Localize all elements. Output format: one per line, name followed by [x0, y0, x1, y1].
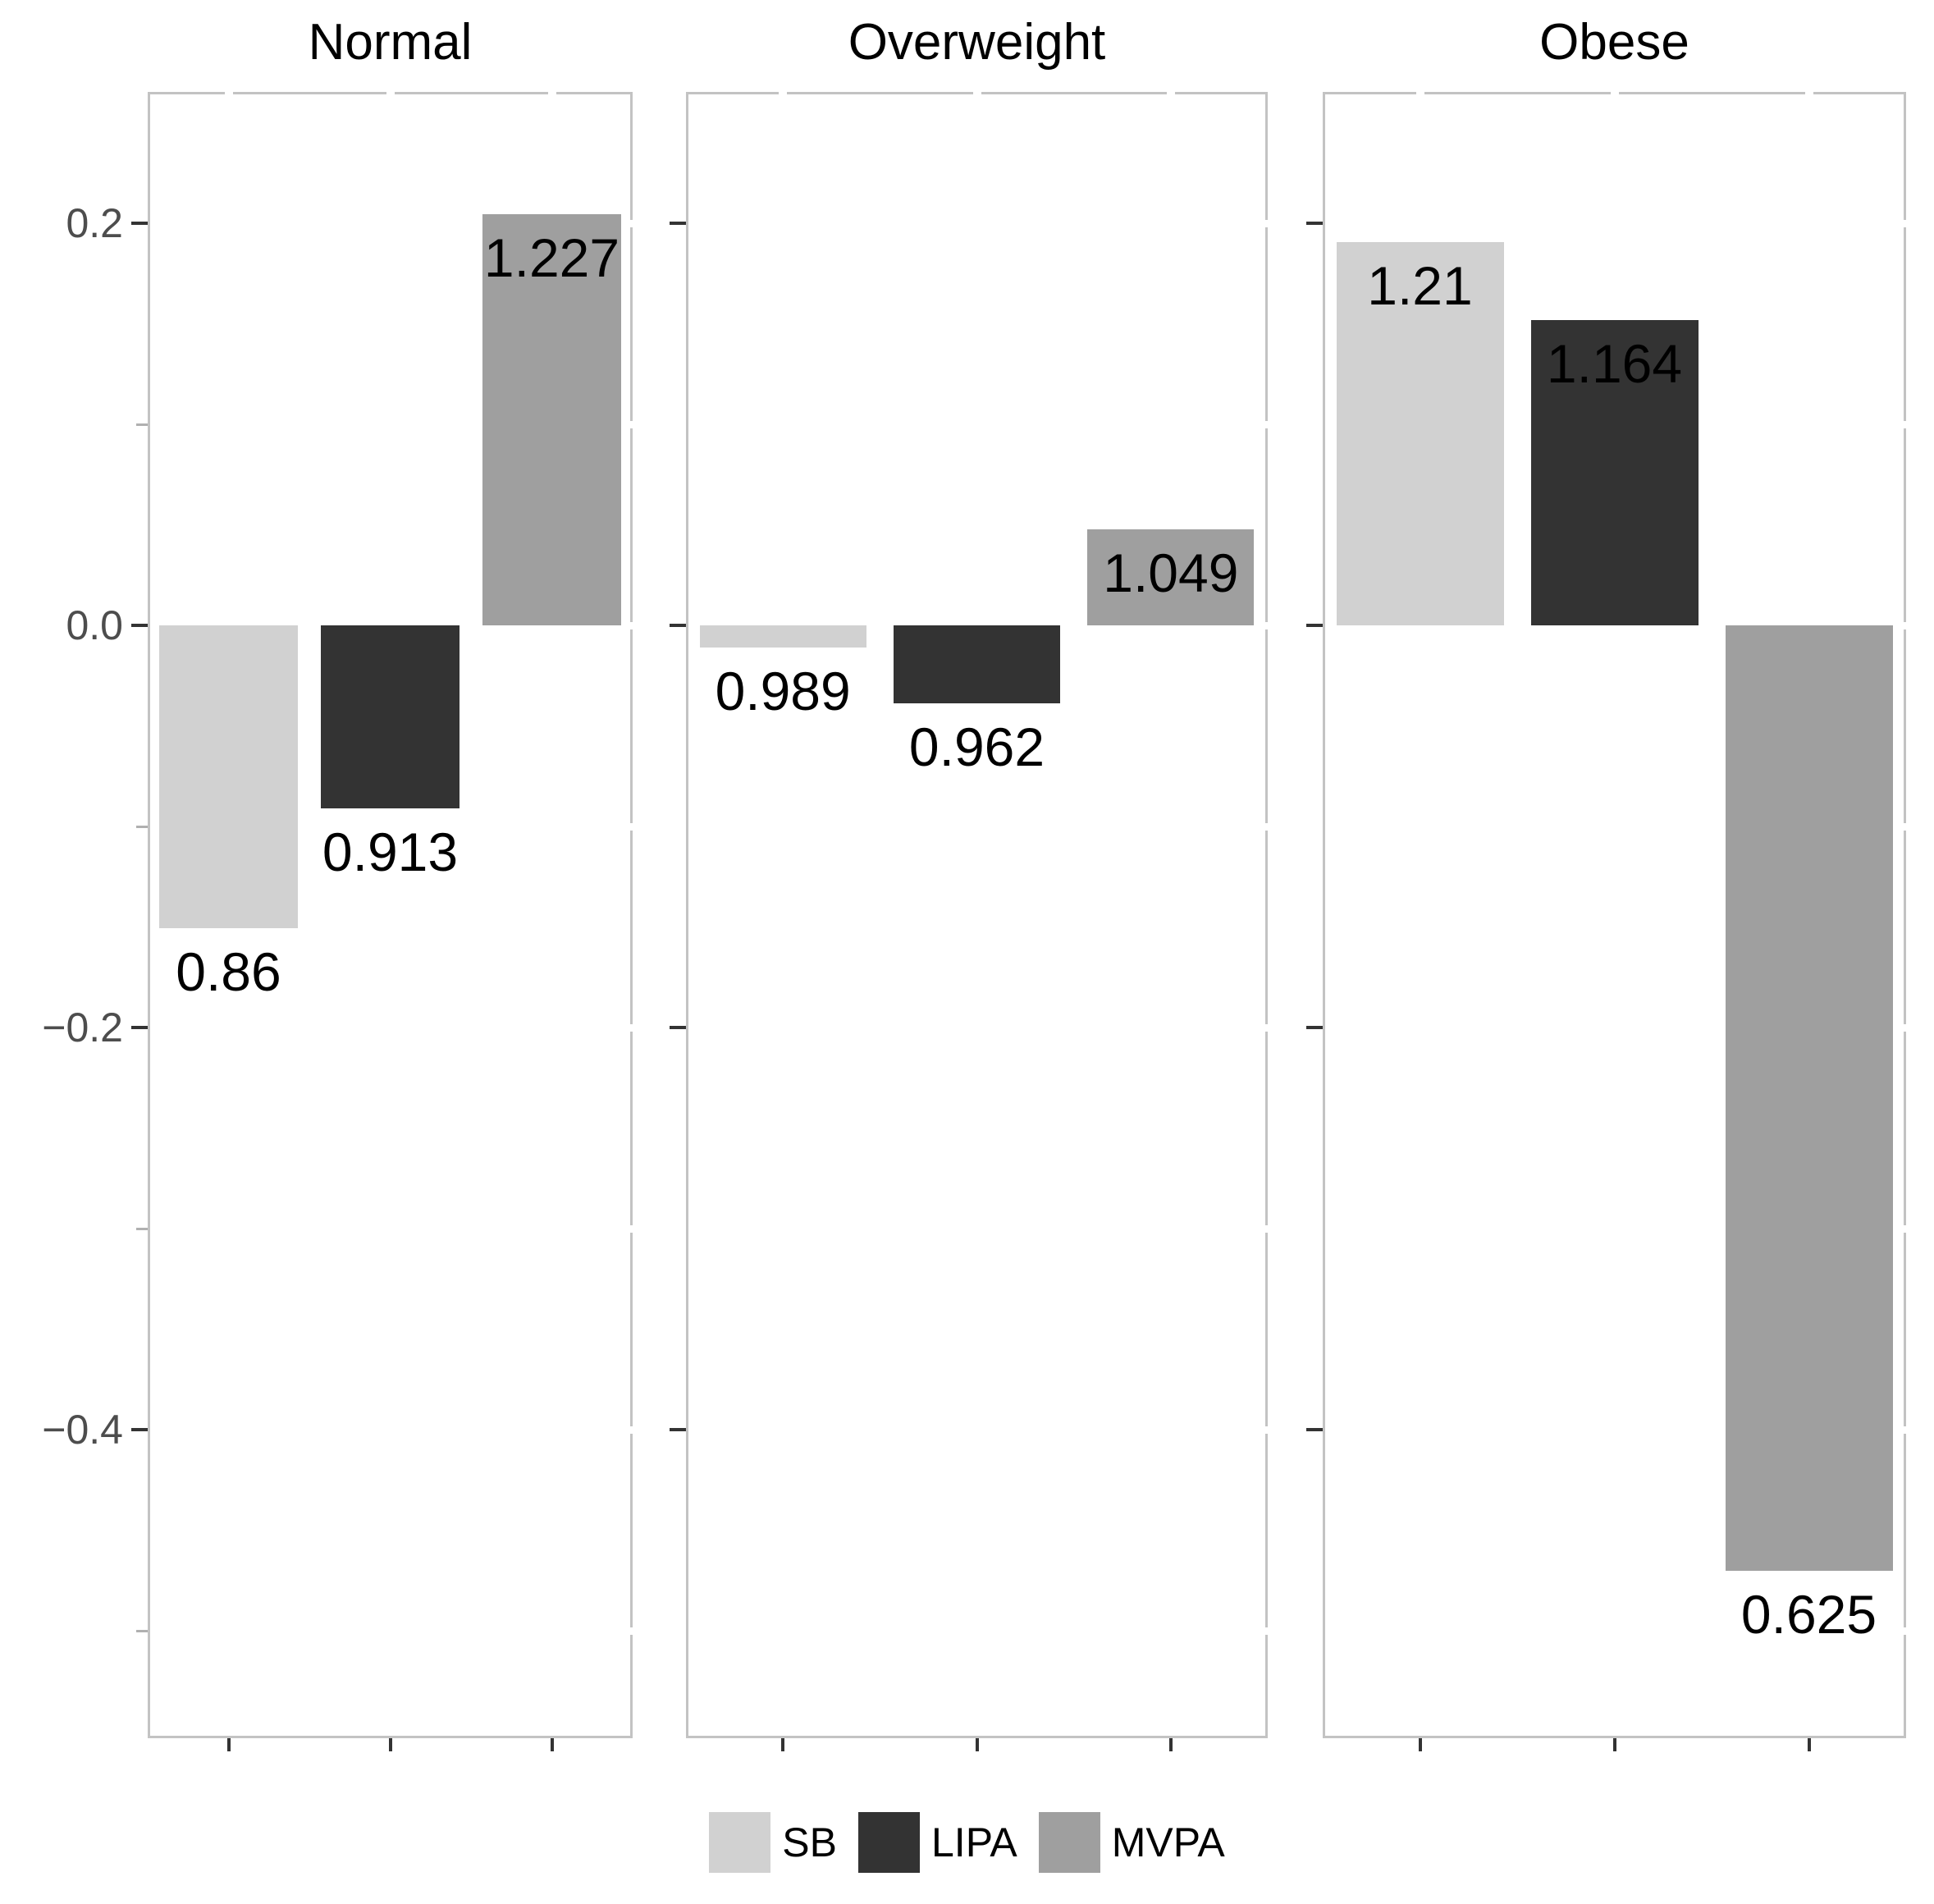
- right-border-tick-gap: [629, 1627, 635, 1635]
- right-border-tick-gap: [1264, 1426, 1270, 1434]
- y-axis-major-tick: [131, 1026, 148, 1029]
- top-border-tick-gap: [1610, 90, 1619, 97]
- right-border-tick-gap: [1264, 220, 1270, 227]
- x-axis-tick-lipa-overweight: [975, 1738, 979, 1751]
- right-border-tick-gap: [629, 421, 635, 428]
- right-border-tick-gap: [1264, 823, 1270, 831]
- bar-lipa-normal: [321, 625, 459, 808]
- legend-swatch-lipa: [858, 1812, 920, 1873]
- y-axis-label-0.0: 0.0: [66, 602, 123, 648]
- legend-label-sb: SB: [782, 1819, 837, 1865]
- y-axis-minor-tick: [136, 423, 148, 426]
- right-border-tick-gap: [1264, 421, 1270, 428]
- y-axis-label-minus-0.2: −0.2: [42, 1005, 123, 1050]
- right-border-tick-gap: [1902, 1024, 1909, 1032]
- top-border-tick-gap: [386, 90, 395, 97]
- bar-lipa-overweight: [894, 625, 1060, 703]
- right-border-tick-gap: [1902, 1627, 1909, 1635]
- bar-value-label-mvpa-normal: 1.227: [483, 227, 620, 288]
- bar-value-label-sb-obese: 1.21: [1367, 255, 1473, 317]
- bar-sb-overweight: [699, 625, 866, 648]
- bar-mvpa-obese: [1725, 625, 1893, 1571]
- x-axis-tick-mvpa-obese: [1807, 1738, 1811, 1751]
- facet-title-obese: Obese: [1539, 14, 1689, 71]
- y-axis-minor-tick: [136, 825, 148, 828]
- y-axis-major-tick: [1306, 222, 1323, 225]
- right-border-tick-gap: [1902, 421, 1909, 428]
- right-border-tick-gap: [1902, 823, 1909, 831]
- x-axis-tick-sb-overweight: [781, 1738, 785, 1751]
- legend-item-mvpa: MVPA: [1038, 1812, 1225, 1873]
- y-axis-major-tick: [670, 624, 686, 627]
- facet-title-normal: Normal: [308, 14, 473, 71]
- bar-value-label-sb-normal: 0.86: [176, 941, 281, 1003]
- bar-value-label-sb-overweight: 0.989: [715, 661, 851, 722]
- legend-item-sb: SB: [709, 1812, 837, 1873]
- bar-value-label-mvpa-obese: 0.625: [1740, 1583, 1877, 1645]
- right-border-tick-gap: [1264, 1225, 1270, 1233]
- right-border-tick-gap: [1264, 1024, 1270, 1032]
- y-axis-major-tick: [131, 222, 148, 225]
- bar-value-label-lipa-obese: 1.164: [1546, 333, 1683, 395]
- y-axis-major-tick: [670, 1428, 686, 1431]
- right-border-tick-gap: [1264, 1627, 1270, 1635]
- right-border-tick-gap: [1902, 1426, 1909, 1434]
- x-axis-tick-sb-obese: [1418, 1738, 1422, 1751]
- x-axis-tick-lipa-obese: [1612, 1738, 1616, 1751]
- right-border-tick-gap: [629, 1024, 635, 1032]
- right-border-tick-gap: [629, 1426, 635, 1434]
- top-border-tick-gap: [224, 90, 233, 97]
- y-axis-major-tick: [670, 222, 686, 225]
- bar-sb-obese: [1336, 242, 1504, 625]
- bar-lipa-obese: [1530, 320, 1699, 625]
- y-axis-major-tick: [1306, 1428, 1323, 1431]
- top-border-tick-gap: [1415, 90, 1424, 97]
- right-border-tick-gap: [1264, 622, 1270, 629]
- x-axis-tick-sb-normal: [226, 1738, 231, 1751]
- top-border-tick-gap: [547, 90, 556, 97]
- legend-swatch-mvpa: [1038, 1812, 1100, 1873]
- right-border-tick-gap: [629, 1225, 635, 1233]
- right-border-tick-gap: [629, 220, 635, 227]
- legend-label-mvpa: MVPA: [1111, 1819, 1225, 1865]
- y-axis-major-tick: [131, 1428, 148, 1431]
- top-border-tick-gap: [1166, 90, 1175, 97]
- y-axis-major-tick: [131, 624, 148, 627]
- x-axis-tick-lipa-normal: [388, 1738, 392, 1751]
- facet-panel-overweight: [686, 92, 1268, 1738]
- legend: SB LIPA MVPA: [0, 1806, 1934, 1879]
- x-axis-tick-mvpa-overweight: [1168, 1738, 1173, 1751]
- bar-mvpa-normal: [482, 213, 621, 625]
- right-border-tick-gap: [629, 823, 635, 831]
- right-border-tick-gap: [1902, 622, 1909, 629]
- right-border-tick-gap: [629, 622, 635, 629]
- bar-value-label-mvpa-overweight: 1.049: [1103, 542, 1239, 603]
- x-axis-tick-mvpa-normal: [550, 1738, 554, 1751]
- y-axis-major-tick: [670, 1026, 686, 1029]
- legend-swatch-sb: [709, 1812, 771, 1873]
- top-border-tick-gap: [972, 90, 981, 97]
- bar-sb-normal: [159, 625, 298, 929]
- y-axis-major-tick: [1306, 1026, 1323, 1029]
- y-axis-minor-tick: [136, 1227, 148, 1230]
- y-axis-major-tick: [1306, 624, 1323, 627]
- bar-value-label-lipa-normal: 0.913: [322, 821, 459, 882]
- top-border-tick-gap: [1804, 90, 1813, 97]
- bar-mvpa-overweight: [1087, 529, 1255, 625]
- right-border-tick-gap: [1902, 1225, 1909, 1233]
- facet-title-overweight: Overweight: [848, 14, 1106, 71]
- y-axis-label-0.2: 0.2: [66, 200, 123, 246]
- right-border-tick-gap: [1902, 220, 1909, 227]
- legend-label-lipa: LIPA: [931, 1819, 1017, 1865]
- y-axis-label-minus-0.4: −0.4: [42, 1407, 123, 1453]
- legend-item-lipa: LIPA: [858, 1812, 1017, 1873]
- top-border-tick-gap: [779, 90, 788, 97]
- bar-value-label-lipa-overweight: 0.962: [908, 716, 1045, 777]
- y-axis-minor-tick: [136, 1629, 148, 1632]
